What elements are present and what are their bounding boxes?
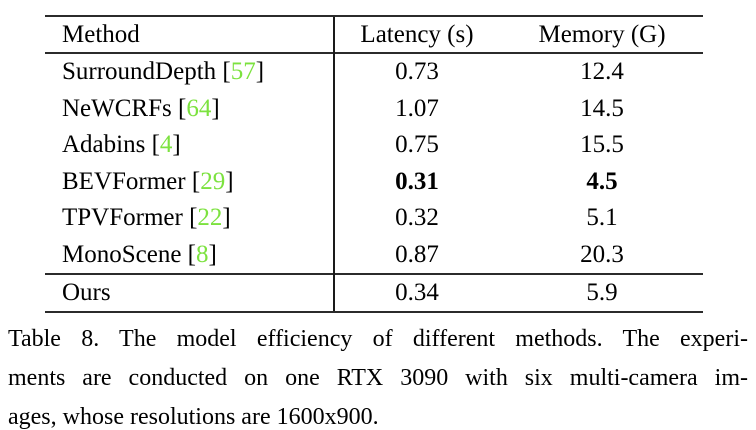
memory-value: 5.9 [586,279,618,306]
latency-value: 0.75 [395,131,439,159]
citation-link[interactable]: 57 [230,58,256,86]
efficiency-table: Method Latency (s) Memory (G) SurroundDe… [45,15,703,313]
table-row: TPVFormer [22] 0.32 5.1 [45,200,703,237]
table-body: SurroundDepth [57] 0.73 12.4 NeWCRFs [64… [45,54,703,311]
method-cell: NeWCRFs [64] [45,95,333,123]
latency-value: 1.07 [395,94,439,122]
method-cell: SurroundDepth [57] [45,58,333,86]
table-row: BEVFormer [29] 0.31 4.5 [45,164,703,201]
citation: [8] [181,240,217,268]
table-row: Adabins [4] 0.75 15.5 [45,127,703,164]
citation-link[interactable]: 64 [186,94,212,122]
citation: [29] [185,167,234,195]
method-cell: MonoScene [8] [45,241,333,269]
latency-value: 0.32 [395,204,439,232]
citation-link[interactable]: 4 [159,131,173,159]
method-label: MonoScene [62,240,182,268]
caption-line: ages, whose resolutions are 1600x900. [8,404,379,430]
latency-value: 0.34 [395,279,439,306]
method-cell: BEVFormer [29] [45,168,333,196]
caption-line: ments are conducted on one RTX 3090 with… [8,365,748,391]
citation-link[interactable]: 29 [200,167,226,195]
header-latency: Latency (s) [360,20,474,48]
method-label: Ours [62,279,111,306]
memory-value: 4.5 [586,167,618,195]
method-label: TPVFormer [62,204,183,232]
table-row: NeWCRFs [64] 1.07 14.5 [45,91,703,128]
table-row: MonoScene [8] 0.87 20.3 [45,237,703,274]
method-label: Adabins [62,131,146,159]
citation: [4] [145,131,181,159]
method-label: BEVFormer [62,167,186,195]
method-cell: TPVFormer [22] [45,204,333,232]
citation-link[interactable]: 22 [197,204,223,232]
method-label: NeWCRFs [62,94,172,122]
table-row: SurroundDepth [57] 0.73 12.4 [45,54,703,91]
citation: [22] [182,204,231,232]
table-caption: Table 8. The model efficiency of differe… [8,320,748,430]
method-cell: Ours [45,279,333,307]
caption-line: Table 8. The model efficiency of differe… [8,326,748,352]
citation: [57] [216,58,265,86]
latency-value: 0.31 [395,167,439,195]
memory-value: 12.4 [580,58,624,86]
header-method: Method [62,20,140,48]
memory-value: 20.3 [580,240,624,268]
latency-value: 0.87 [395,240,439,268]
citation-link[interactable]: 8 [196,240,209,268]
memory-value: 14.5 [580,94,624,122]
table-header-row: Method Latency (s) Memory (G) [45,17,703,54]
table-row: Ours 0.34 5.9 [45,273,703,311]
citation: [64] [171,94,220,122]
latency-value: 0.73 [395,58,439,86]
memory-value: 15.5 [580,131,624,159]
method-cell: Adabins [4] [45,131,333,159]
header-memory: Memory (G) [538,20,666,48]
column-divider-rule [333,17,335,311]
method-label: SurroundDepth [62,58,217,86]
memory-value: 5.1 [586,204,618,232]
